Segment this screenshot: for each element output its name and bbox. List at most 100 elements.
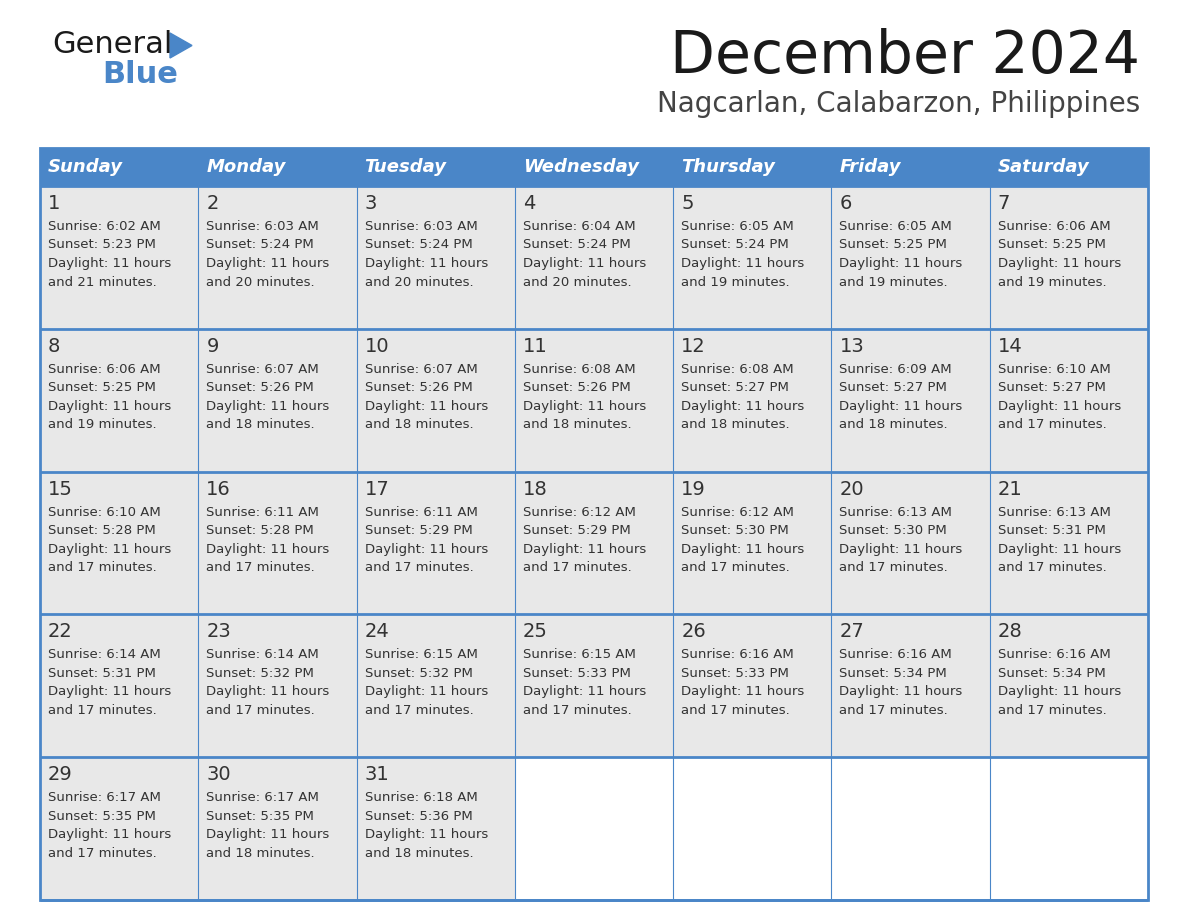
Text: and 21 minutes.: and 21 minutes. [48, 275, 157, 288]
Text: Daylight: 11 hours: Daylight: 11 hours [998, 543, 1121, 555]
Text: 20: 20 [840, 479, 864, 498]
Polygon shape [170, 33, 192, 58]
Text: Sunrise: 6:08 AM: Sunrise: 6:08 AM [681, 363, 794, 375]
Bar [832, 614, 990, 757]
Text: Sunrise: 6:13 AM: Sunrise: 6:13 AM [998, 506, 1111, 519]
Text: Tuesday: Tuesday [365, 158, 447, 176]
Text: Daylight: 11 hours: Daylight: 11 hours [523, 257, 646, 270]
Text: Sunrise: 6:09 AM: Sunrise: 6:09 AM [840, 363, 952, 375]
Text: Sunrise: 6:16 AM: Sunrise: 6:16 AM [998, 648, 1111, 661]
Bar [514, 186, 674, 329]
Text: Sunset: 5:32 PM: Sunset: 5:32 PM [365, 666, 473, 680]
Bar [990, 329, 1148, 472]
Text: Nagcarlan, Calabarzon, Philippines: Nagcarlan, Calabarzon, Philippines [657, 90, 1140, 118]
Bar [674, 329, 832, 472]
Text: Sunset: 5:25 PM: Sunset: 5:25 PM [998, 239, 1106, 252]
Text: Sunrise: 6:15 AM: Sunrise: 6:15 AM [365, 648, 478, 661]
Text: Sunset: 5:31 PM: Sunset: 5:31 PM [998, 524, 1106, 537]
Text: 11: 11 [523, 337, 548, 356]
Text: Sunrise: 6:17 AM: Sunrise: 6:17 AM [48, 791, 160, 804]
Text: 21: 21 [998, 479, 1023, 498]
Text: 2: 2 [207, 194, 219, 213]
Bar [514, 472, 674, 614]
Text: 1: 1 [48, 194, 61, 213]
Text: Sunrise: 6:18 AM: Sunrise: 6:18 AM [365, 791, 478, 804]
Text: Sunrise: 6:16 AM: Sunrise: 6:16 AM [681, 648, 794, 661]
Text: Sunset: 5:29 PM: Sunset: 5:29 PM [523, 524, 631, 537]
Text: Sunrise: 6:15 AM: Sunrise: 6:15 AM [523, 648, 636, 661]
Bar [514, 329, 674, 472]
Text: Daylight: 11 hours: Daylight: 11 hours [207, 257, 329, 270]
Text: Sunrise: 6:16 AM: Sunrise: 6:16 AM [840, 648, 952, 661]
Text: Sunset: 5:24 PM: Sunset: 5:24 PM [523, 239, 631, 252]
Text: and 17 minutes.: and 17 minutes. [365, 561, 473, 574]
Text: 7: 7 [998, 194, 1010, 213]
Text: Wednesday: Wednesday [523, 158, 639, 176]
Text: Daylight: 11 hours: Daylight: 11 hours [207, 828, 329, 841]
Text: Daylight: 11 hours: Daylight: 11 hours [523, 400, 646, 413]
Bar [198, 186, 356, 329]
Text: 15: 15 [48, 479, 72, 498]
Bar [674, 614, 832, 757]
Bar [832, 757, 990, 900]
Text: Daylight: 11 hours: Daylight: 11 hours [365, 543, 488, 555]
Bar [832, 472, 990, 614]
Text: Sunrise: 6:02 AM: Sunrise: 6:02 AM [48, 220, 160, 233]
Text: and 17 minutes.: and 17 minutes. [207, 561, 315, 574]
Text: and 18 minutes.: and 18 minutes. [681, 419, 790, 431]
Text: Sunset: 5:28 PM: Sunset: 5:28 PM [207, 524, 314, 537]
Bar [356, 329, 514, 472]
Text: Sunrise: 6:08 AM: Sunrise: 6:08 AM [523, 363, 636, 375]
Text: Sunrise: 6:05 AM: Sunrise: 6:05 AM [681, 220, 794, 233]
Bar [514, 757, 674, 900]
Text: 9: 9 [207, 337, 219, 356]
Bar [198, 329, 356, 472]
Text: Sunrise: 6:03 AM: Sunrise: 6:03 AM [365, 220, 478, 233]
Text: and 17 minutes.: and 17 minutes. [523, 561, 632, 574]
Text: and 17 minutes.: and 17 minutes. [998, 419, 1106, 431]
Bar [990, 757, 1148, 900]
Text: and 20 minutes.: and 20 minutes. [207, 275, 315, 288]
Bar [674, 757, 832, 900]
Bar [40, 186, 198, 329]
Text: Sunset: 5:35 PM: Sunset: 5:35 PM [207, 810, 314, 823]
Text: 24: 24 [365, 622, 390, 642]
Text: Daylight: 11 hours: Daylight: 11 hours [681, 400, 804, 413]
Bar [514, 148, 674, 186]
Text: 3: 3 [365, 194, 377, 213]
Text: Sunrise: 6:10 AM: Sunrise: 6:10 AM [998, 363, 1111, 375]
Text: and 17 minutes.: and 17 minutes. [840, 704, 948, 717]
Text: 4: 4 [523, 194, 536, 213]
Text: and 20 minutes.: and 20 minutes. [365, 275, 473, 288]
Text: Sunrise: 6:07 AM: Sunrise: 6:07 AM [207, 363, 320, 375]
Text: 26: 26 [681, 622, 706, 642]
Text: Sunset: 5:28 PM: Sunset: 5:28 PM [48, 524, 156, 537]
Text: Daylight: 11 hours: Daylight: 11 hours [681, 543, 804, 555]
Text: Sunrise: 6:11 AM: Sunrise: 6:11 AM [365, 506, 478, 519]
Text: Sunrise: 6:03 AM: Sunrise: 6:03 AM [207, 220, 320, 233]
Text: 17: 17 [365, 479, 390, 498]
Text: Sunset: 5:33 PM: Sunset: 5:33 PM [681, 666, 789, 680]
Text: Sunset: 5:23 PM: Sunset: 5:23 PM [48, 239, 156, 252]
Bar [40, 472, 198, 614]
Text: Daylight: 11 hours: Daylight: 11 hours [365, 686, 488, 699]
Text: Sunset: 5:24 PM: Sunset: 5:24 PM [365, 239, 473, 252]
Text: and 18 minutes.: and 18 minutes. [365, 419, 473, 431]
Text: Sunrise: 6:10 AM: Sunrise: 6:10 AM [48, 506, 160, 519]
Bar [832, 329, 990, 472]
Text: Daylight: 11 hours: Daylight: 11 hours [840, 543, 962, 555]
Bar [674, 186, 832, 329]
Text: Sunday: Sunday [48, 158, 124, 176]
Text: and 17 minutes.: and 17 minutes. [48, 704, 157, 717]
Text: and 17 minutes.: and 17 minutes. [48, 561, 157, 574]
Text: Daylight: 11 hours: Daylight: 11 hours [998, 686, 1121, 699]
Bar [198, 472, 356, 614]
Text: 19: 19 [681, 479, 706, 498]
Text: and 17 minutes.: and 17 minutes. [998, 561, 1106, 574]
Text: 5: 5 [681, 194, 694, 213]
Bar [990, 186, 1148, 329]
Text: Sunset: 5:32 PM: Sunset: 5:32 PM [207, 666, 314, 680]
Text: Sunrise: 6:04 AM: Sunrise: 6:04 AM [523, 220, 636, 233]
Text: Sunrise: 6:14 AM: Sunrise: 6:14 AM [207, 648, 320, 661]
Text: and 17 minutes.: and 17 minutes. [207, 704, 315, 717]
